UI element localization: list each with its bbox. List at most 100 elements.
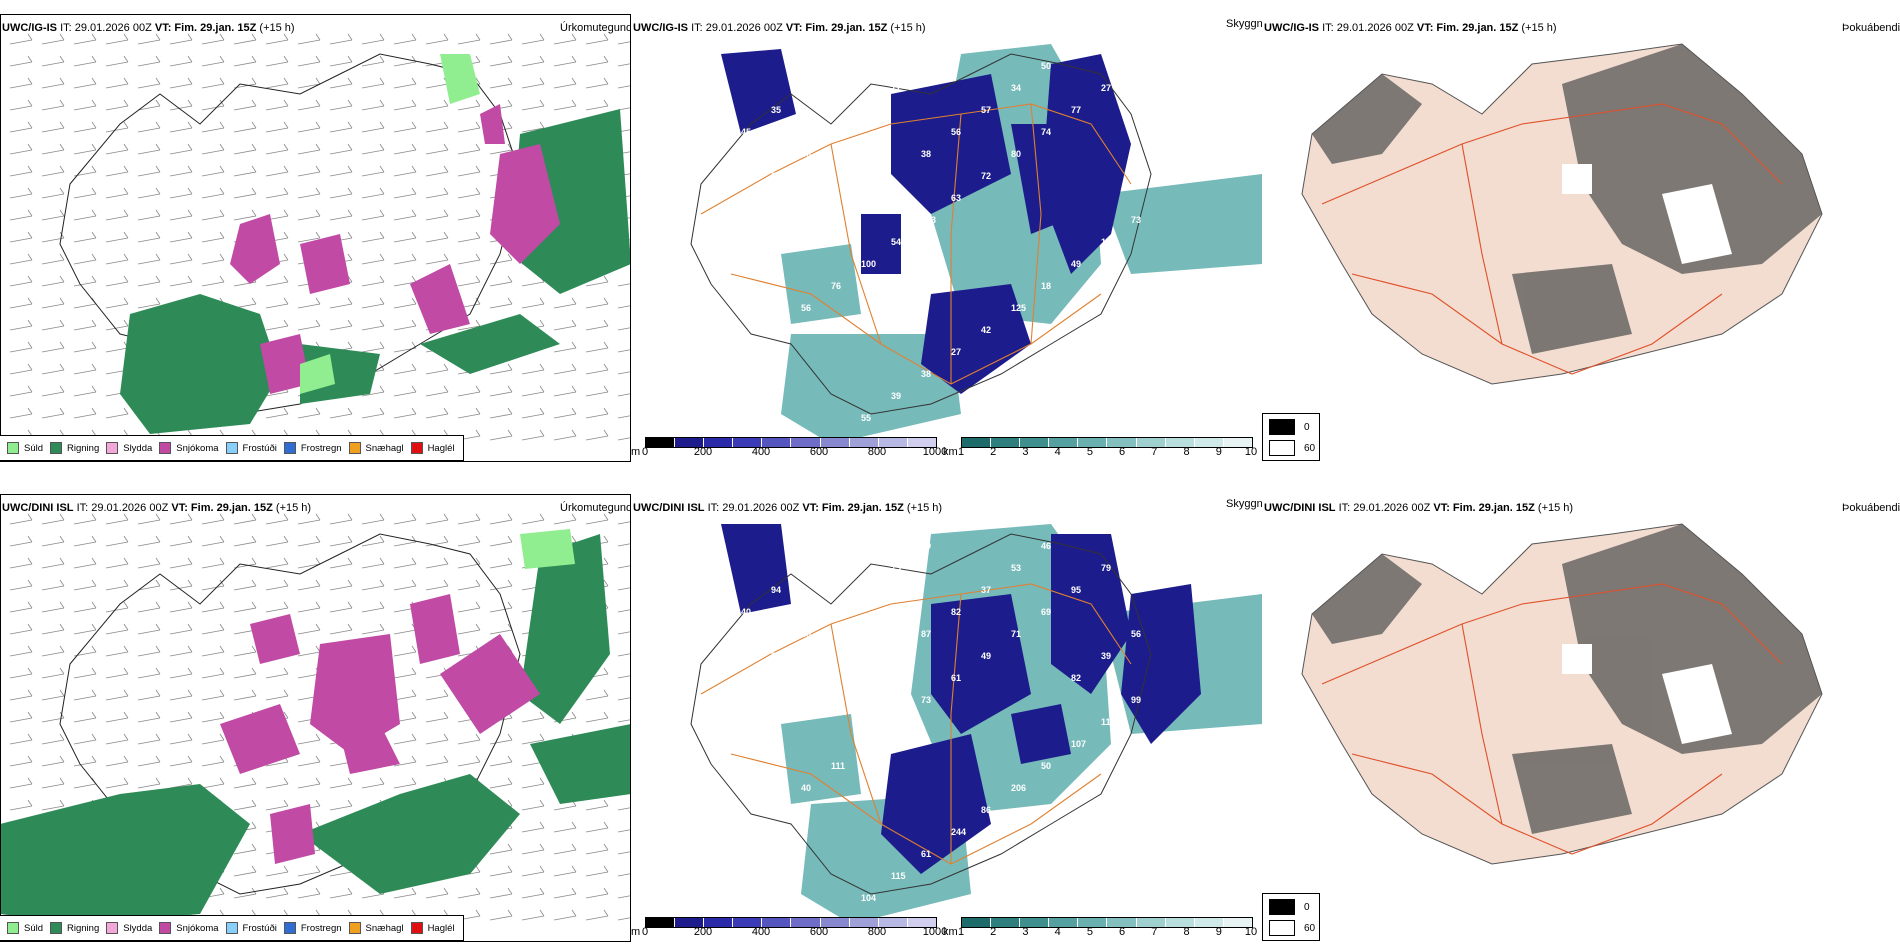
visibility-colorbar: km 1 2 3 4 5 6 7 8 9 10 xyxy=(943,917,1263,939)
wind-barb xyxy=(329,579,353,591)
wind-barb xyxy=(73,689,97,701)
ceiling-label: 111 xyxy=(831,761,845,771)
wind-barb xyxy=(489,909,513,921)
wind-barb xyxy=(457,275,481,287)
legend-item: Snæhagl xyxy=(348,442,404,454)
wind-barb xyxy=(617,63,631,67)
wind-barb xyxy=(9,33,33,45)
ceiling-label: 77 xyxy=(1071,105,1081,115)
wind-barb xyxy=(617,697,631,701)
colorbar-tick: 1 xyxy=(957,446,965,458)
ceiling-labels: 13 51 89 12 27 14 77 92 74 66 80 62 72 63 63 139 103 73 54… xyxy=(711,61,1141,423)
wind-barb xyxy=(617,283,631,287)
legend-label: Slydda xyxy=(123,442,153,454)
wind-barb xyxy=(105,187,129,199)
precip-type-legend: Súld Rigning Slydda Snjókoma Frostúði Frostre… xyxy=(0,435,464,461)
wind-barb xyxy=(73,667,97,679)
ceiling-label: 45 xyxy=(831,541,841,551)
wind-barb xyxy=(233,55,257,67)
wind-barb xyxy=(265,297,289,309)
wind-barb xyxy=(265,165,289,177)
wind-barb xyxy=(361,623,385,635)
wind-barb xyxy=(617,829,631,833)
ceiling-label: 80 xyxy=(771,651,781,661)
colorbar-swatch xyxy=(1165,918,1195,927)
legend-label: Frostúði xyxy=(242,442,277,454)
ceiling-label: 61 xyxy=(951,673,961,683)
wind-barb xyxy=(617,349,631,353)
fog-legend: 0 60 xyxy=(1262,413,1320,461)
wind-barb xyxy=(553,319,577,331)
wind-barb xyxy=(329,887,353,899)
wind-barb xyxy=(489,865,513,877)
colorbar-swatch xyxy=(962,918,992,927)
wind-barb xyxy=(585,513,609,525)
wind-barb xyxy=(105,777,129,789)
wind-barb xyxy=(521,297,545,309)
wind-barb xyxy=(617,521,631,525)
legend-item: Slydda xyxy=(106,922,152,934)
ceiling-label: 87 xyxy=(921,629,931,639)
colorbar-tick: 600 xyxy=(809,926,829,938)
cloudbase-unit: m xyxy=(631,926,641,938)
wind-barb xyxy=(265,187,289,199)
wind-barb xyxy=(297,99,321,111)
wind-barb xyxy=(265,887,289,899)
ceiling-label: 96 xyxy=(1071,893,1081,903)
wind-barb xyxy=(297,77,321,89)
wind-barb xyxy=(265,33,289,45)
wind-barb xyxy=(73,755,97,767)
wind-barb xyxy=(489,755,513,767)
wind-barb xyxy=(201,645,225,657)
wind-barb xyxy=(553,407,577,419)
colorbar-tick: 3 xyxy=(1022,446,1029,458)
ceiling-label: 115 xyxy=(891,871,906,881)
wind-barb xyxy=(201,253,225,265)
wind-barb xyxy=(617,631,631,635)
wind-barb xyxy=(585,887,609,899)
colorbar-swatch xyxy=(907,438,936,447)
wind-barb xyxy=(553,99,577,111)
ceiling-label: 107 xyxy=(1071,739,1086,749)
ceiling-label: 73 xyxy=(1131,215,1141,225)
wind-barb xyxy=(585,55,609,67)
wind-barb xyxy=(9,297,33,309)
wind-barb xyxy=(201,667,225,679)
wind-barb xyxy=(73,77,97,89)
wind-barb xyxy=(41,777,65,789)
legend-item: Súld xyxy=(7,922,43,934)
fog-free-patches xyxy=(1562,644,1732,744)
wind-barb xyxy=(41,363,65,375)
colorbar-tick: 2 xyxy=(990,926,997,938)
wind-barb xyxy=(297,733,321,745)
colorbar-tick: 200 xyxy=(693,446,713,458)
colorbar-swatch xyxy=(1223,918,1252,927)
wind-barbs xyxy=(9,33,631,441)
colorbar-tick: 7 xyxy=(1151,446,1158,458)
wind-barb xyxy=(617,851,631,855)
wind-barb xyxy=(361,341,385,353)
fog-legend-swatch xyxy=(1269,920,1295,936)
wind-barb xyxy=(41,667,65,679)
colorbar-swatch xyxy=(762,918,792,927)
cloud-base-areas xyxy=(721,524,1201,874)
colorbar-swatch xyxy=(878,918,908,927)
wind-barb xyxy=(201,209,225,221)
ceiling-label: 69 xyxy=(1041,607,1051,617)
colorbar-swatch xyxy=(1049,918,1079,927)
wind-barb xyxy=(41,733,65,745)
ceiling-label: 66 xyxy=(801,149,811,159)
wind-barb xyxy=(425,733,449,745)
colorbar-tick: 8 xyxy=(1183,926,1190,938)
panel-header: UWC/IG-IS IT: 29.01.2026 00Z VT: Fim. 29… xyxy=(1264,22,1557,34)
ceiling-label: 34 xyxy=(1011,83,1021,93)
panel-header: UWC/DINI ISL IT: 29.01.2026 00Z VT: Fim.… xyxy=(633,502,943,514)
ceiling-label: 53 xyxy=(1011,563,1021,573)
wind-barb xyxy=(521,429,545,441)
wind-barb xyxy=(9,121,33,133)
wind-barb xyxy=(41,165,65,177)
wind-barb xyxy=(489,777,513,789)
wind-barb xyxy=(105,755,129,767)
wind-barb xyxy=(617,543,631,547)
wind-barb xyxy=(393,231,417,243)
